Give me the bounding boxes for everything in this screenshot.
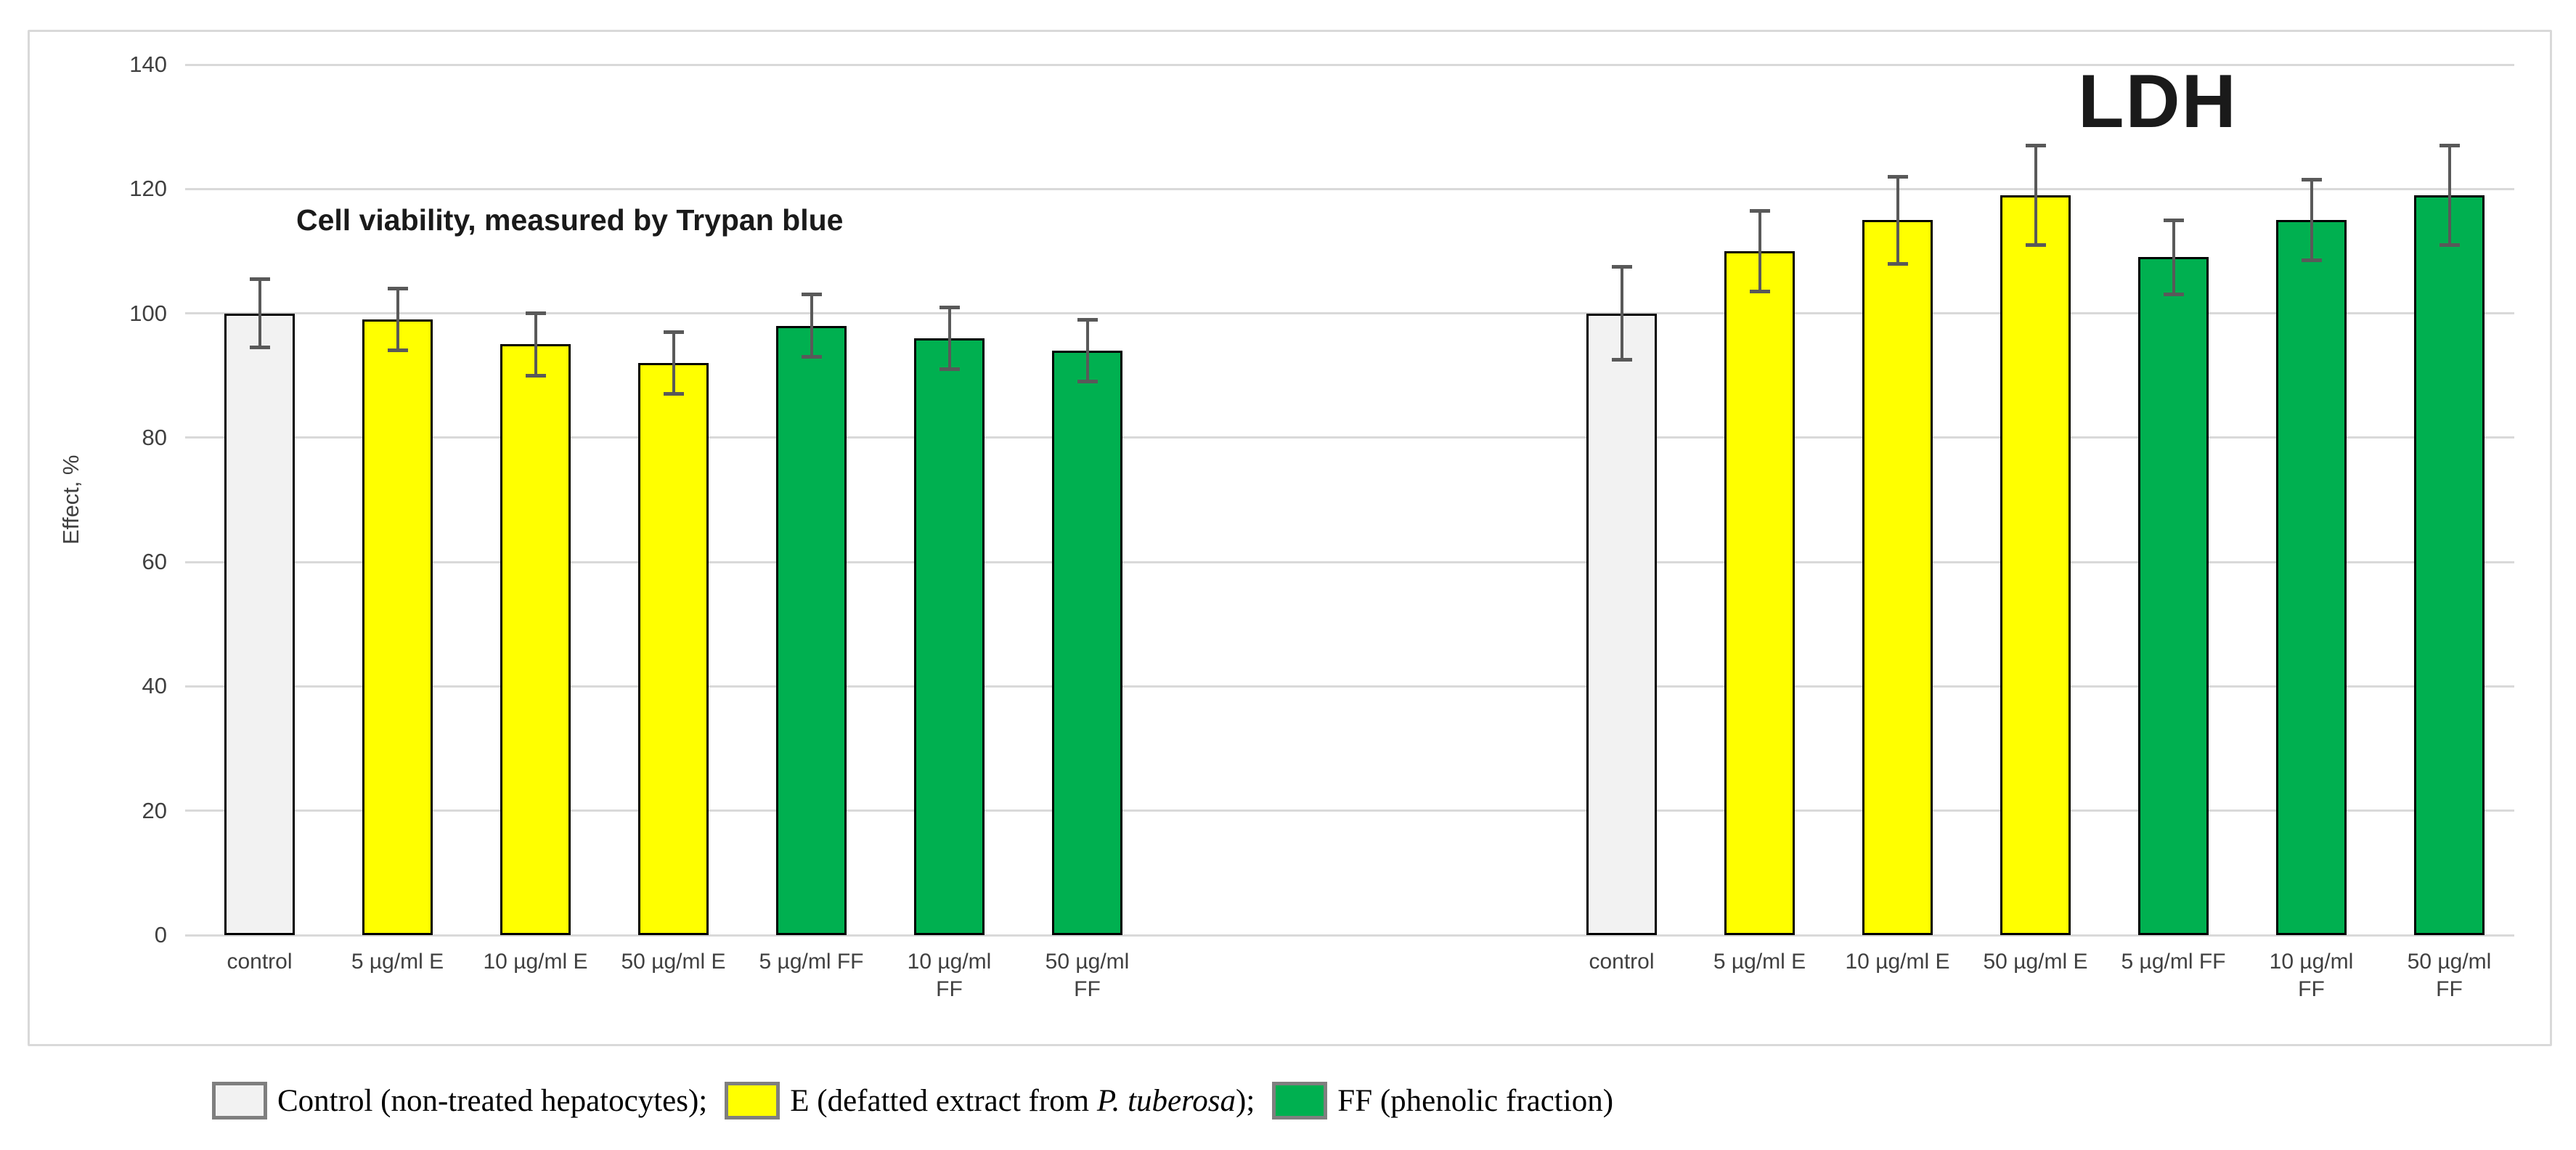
error-bar-cap [525, 373, 546, 378]
x-tick-label: control [227, 950, 293, 974]
bar-viability-E-1 [362, 319, 433, 935]
error-bar-cap [525, 311, 546, 316]
bar-viability-FF-5 [914, 338, 985, 935]
x-tick-label: 5 µg/ml E [1713, 950, 1806, 974]
bar-viability-FF-6 [1052, 350, 1122, 935]
y-tick-label: 100 [129, 300, 167, 326]
gridline [185, 436, 2514, 439]
error-bar [534, 313, 537, 376]
legend-swatch-E [725, 1082, 780, 1120]
error-bar-cap [1749, 208, 1770, 213]
bar-ldh-E-1 [1724, 250, 1795, 935]
bar-ldh-FF-4 [2138, 257, 2209, 935]
error-bar [2447, 145, 2451, 245]
error-bar-cap [1887, 261, 1908, 266]
x-tick-label: 5 µg/ml FF [759, 950, 864, 974]
error-bar-cap [1611, 264, 1632, 269]
error-bar [2310, 179, 2313, 261]
bar-viability-E-2 [500, 344, 571, 935]
error-bar-cap [1077, 317, 1098, 322]
bar-viability-FF-4 [776, 325, 847, 935]
y-tick-label: 20 [142, 797, 167, 823]
legend-label: E (defatted extract from P. tuberosa); [790, 1083, 1255, 1118]
error-bar [1620, 266, 1623, 360]
x-tick-label: 10 µg/ml E [1845, 950, 1950, 974]
legend-label: Control (non-treated hepatocytes); [277, 1083, 708, 1118]
legend-label: FF (phenolic fraction) [1337, 1083, 1614, 1118]
error-bar [947, 307, 951, 370]
chart-frame [28, 30, 2552, 1046]
x-tick-label: 50 µg/ml E [1983, 950, 2088, 974]
legend-item-E: E (defatted extract from P. tuberosa); [725, 1082, 1255, 1120]
error-bar-cap [2301, 258, 2322, 263]
error-bar-cap [387, 348, 408, 353]
error-bar-cap [801, 293, 822, 297]
error-bar [2034, 145, 2037, 245]
error-bar [2172, 220, 2175, 295]
bar-ldh-E-3 [2000, 195, 2071, 935]
x-tick-label: 50 µg/ml E [621, 950, 726, 974]
x-tick-label: 5 µg/ml FF [2121, 950, 2226, 974]
error-bar [1085, 319, 1089, 382]
error-bar-cap [1749, 290, 1770, 294]
gridline [185, 685, 2514, 688]
x-tick-label: control [1589, 950, 1655, 974]
legend-item-FF: FF (phenolic fraction) [1272, 1082, 1613, 1120]
x-tick-label: 10 µg/ml FF [2269, 950, 2354, 1001]
error-bar-cap [939, 367, 960, 372]
y-tick-label: 0 [154, 922, 167, 947]
y-tick-label: 60 [142, 549, 167, 575]
right-panel-title: LDH [2078, 60, 2238, 144]
error-bar-cap [2025, 242, 2046, 247]
x-tick-label: 5 µg/ml E [351, 950, 444, 974]
y-tick-label: 120 [129, 176, 167, 202]
gridline [185, 312, 2514, 315]
gridline [185, 810, 2514, 812]
x-tick-label: 10 µg/ml FF [907, 950, 992, 1001]
error-bar-cap [801, 355, 822, 359]
error-bar-cap [2025, 143, 2046, 147]
error-bar-cap [2439, 143, 2460, 147]
error-bar-cap [1077, 380, 1098, 384]
chart-legend: Control (non-treated hepatocytes); E (de… [212, 1082, 1613, 1120]
error-bar-cap [249, 277, 270, 281]
y-tick-label: 80 [142, 424, 167, 450]
bar-viability-control-0 [224, 313, 295, 935]
bar-ldh-E-2 [1862, 220, 1933, 935]
left-panel-title: Cell viability, measured by Trypan blue [296, 203, 844, 237]
error-bar-cap [663, 392, 684, 396]
bar-ldh-control-0 [1586, 313, 1657, 935]
y-tick-label: 140 [129, 52, 167, 77]
gridline [185, 560, 2514, 563]
error-bar-cap [939, 305, 960, 309]
error-bar [1758, 211, 1761, 292]
error-bar-cap [2439, 242, 2460, 247]
error-bar [810, 294, 813, 357]
legend-item-control: Control (non-treated hepatocytes); [212, 1082, 707, 1120]
y-tick-label: 40 [142, 673, 167, 699]
error-bar-cap [2163, 293, 2184, 297]
legend-swatch-control [212, 1082, 267, 1120]
gridline [185, 187, 2514, 190]
error-bar [1896, 176, 1899, 264]
x-tick-label: 10 µg/ml E [483, 950, 588, 974]
x-tick-label: 50 µg/ml FF [1045, 950, 1130, 1001]
bar-ldh-FF-6 [2414, 195, 2485, 935]
error-bar-cap [2163, 218, 2184, 222]
gridline [185, 63, 2514, 66]
error-bar-cap [2301, 177, 2322, 182]
error-bar [396, 288, 399, 351]
legend-swatch-FF [1272, 1082, 1328, 1120]
gridline [185, 934, 2514, 937]
error-bar [258, 279, 261, 348]
error-bar-cap [1611, 358, 1632, 362]
error-bar-cap [663, 330, 684, 334]
bar-ldh-FF-5 [2276, 220, 2347, 935]
error-bar-cap [249, 346, 270, 350]
error-bar [672, 332, 675, 394]
bar-viability-E-3 [638, 363, 709, 935]
error-bar-cap [1887, 174, 1908, 179]
error-bar-cap [387, 286, 408, 290]
x-tick-label: 50 µg/ml FF [2407, 950, 2492, 1001]
